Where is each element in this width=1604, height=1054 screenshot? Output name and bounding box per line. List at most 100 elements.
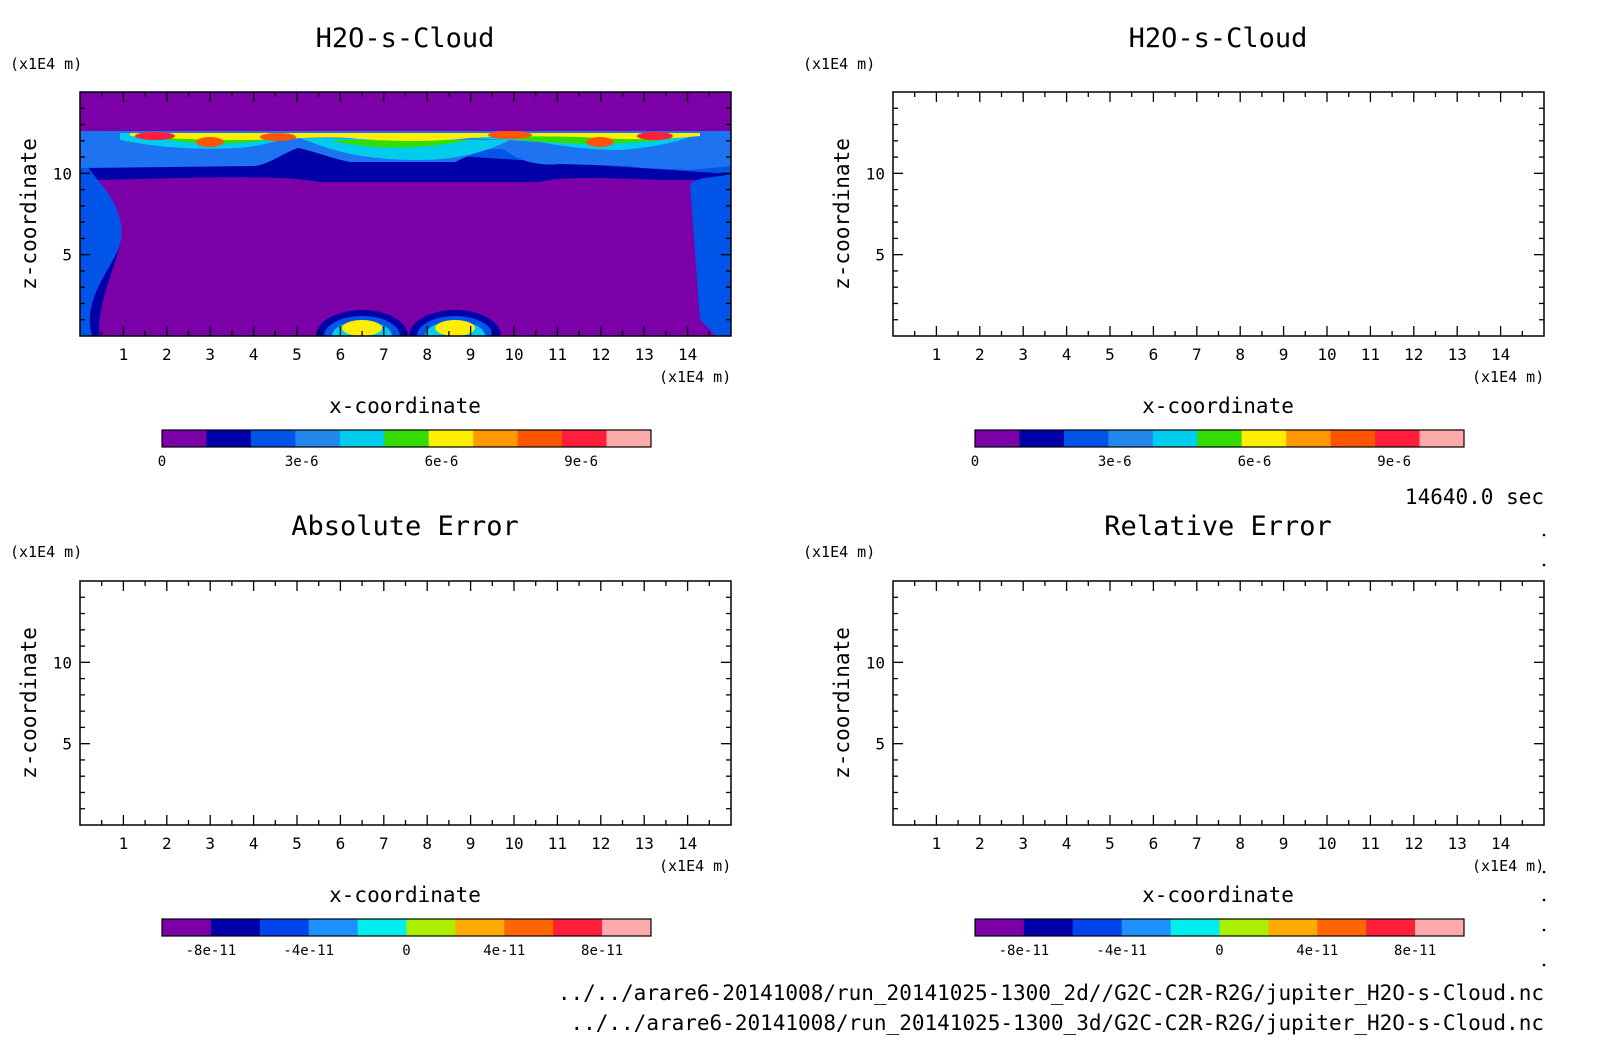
colorbar-swatch	[975, 919, 1025, 936]
x-tick-label: 7	[1192, 834, 1202, 853]
cloud-field	[893, 92, 1544, 362]
cloud-max-spot	[948, 132, 988, 140]
x-tick-label: 2	[162, 345, 172, 364]
y-tick-label: 5	[62, 735, 72, 754]
colorbar-tick-label: 0	[402, 943, 410, 959]
x-unit-label: (x1E4 m)	[1472, 857, 1544, 875]
dot-marker	[1542, 533, 1546, 537]
colorbar-tick-label: 4e-11	[483, 943, 525, 959]
y-tick-label: 10	[866, 653, 885, 672]
x-tick-label: 5	[292, 345, 302, 364]
colorbar-swatch	[1415, 919, 1465, 936]
colorbar-swatch	[473, 430, 519, 447]
x-tick-label: 10	[504, 345, 523, 364]
colorbar-tick-label: 4e-11	[1296, 943, 1338, 959]
colorbar-tick-label: 0	[971, 454, 979, 470]
colorbar-swatch	[295, 430, 341, 447]
x-axis-label: x-coordinate	[329, 883, 481, 907]
colorbar-swatch	[1286, 430, 1332, 447]
colorbar-swatch	[339, 430, 385, 447]
y-axis-label: z-coordinate	[17, 138, 41, 290]
x-tick-label: 6	[336, 345, 346, 364]
colorbar-tick-label: -8e-11	[186, 943, 237, 959]
cloud-band-blue	[893, 131, 1544, 336]
cloud-max-spot	[135, 132, 175, 140]
colorbar-swatch	[1108, 430, 1154, 447]
y-unit-label: (x1E4 m)	[803, 55, 875, 73]
x-tick-label: 4	[1062, 834, 1072, 853]
cloud-max-spot	[1301, 131, 1345, 139]
y-tick-label: 10	[866, 164, 885, 183]
colorbar-frame	[161, 429, 652, 448]
x-tick-label: 10	[504, 834, 523, 853]
plot-frame	[892, 580, 1545, 826]
x-axis-label: x-coordinate	[1142, 394, 1294, 418]
colorbar: -8e-11 -4e-11 0 4e-11 8e-11	[974, 918, 1465, 959]
colorbar-tick-label: -8e-11	[999, 943, 1050, 959]
colorbar-swatch	[517, 430, 563, 447]
cloud-max-spot	[1009, 137, 1037, 147]
colorbar-tick-label: 3e-6	[1098, 454, 1132, 470]
cloud-max-spot	[196, 137, 224, 147]
x-tick-label: 11	[1361, 834, 1380, 853]
colorbar-swatch	[210, 919, 261, 936]
plot-frame	[892, 91, 1545, 337]
colorbar: 0 3e-6 6e-6 9e-6	[158, 429, 652, 470]
colorbar-swatch	[1152, 430, 1198, 447]
x-tick-label: 2	[975, 834, 985, 853]
file-path-2d: ../../arare6-20141008/run_20141025-1300_…	[558, 981, 1544, 1005]
cloud-maxima	[948, 131, 1486, 147]
x-tick-label: 9	[466, 345, 476, 364]
x-tick-label: 5	[1105, 834, 1115, 853]
colorbar-swatch	[562, 430, 608, 447]
colorbar-swatch	[406, 919, 456, 936]
colorbar-swatch	[1419, 430, 1465, 447]
cloud-blob	[1248, 320, 1288, 336]
x-unit-label: (x1E4 m)	[659, 857, 731, 875]
cloud-bottom-blobs	[316, 310, 501, 336]
colorbar-swatch	[455, 919, 505, 936]
y-unit-label: (x1E4 m)	[10, 55, 82, 73]
colorbar-tick-label: 8e-11	[581, 943, 623, 959]
x-tick-label: 13	[1448, 834, 1467, 853]
colorbar-tick-label: 6e-6	[1238, 454, 1272, 470]
x-tick-label: 1	[932, 834, 942, 853]
colorbar-swatch	[1366, 919, 1416, 936]
x-tick-label: 6	[336, 834, 346, 853]
cloud-max-spot	[488, 131, 532, 139]
cloud-max-spot	[1073, 133, 1109, 141]
colorbar-swatch	[1170, 919, 1220, 936]
x-axis-label: x-coordinate	[1142, 883, 1294, 907]
cloud-band-yellow	[943, 133, 1513, 141]
colorbar-tick-label: 6e-6	[425, 454, 459, 470]
x-tick-label: 2	[975, 345, 985, 364]
dot-marker	[1542, 963, 1546, 967]
colorbar: 0 3e-6 6e-6 9e-6	[971, 429, 1465, 470]
colorbar-tick-label: -4e-11	[283, 943, 334, 959]
x-tick-label: 12	[591, 345, 610, 364]
colorbar-swatch	[1317, 919, 1367, 936]
y-tick-label: 5	[875, 246, 885, 265]
x-tick-label: 14	[1491, 834, 1510, 853]
x-tick-label: 13	[635, 345, 654, 364]
colorbar-swatch	[308, 919, 359, 936]
colorbar-tick-label: 0	[158, 454, 166, 470]
colorbar-tick-label: -4e-11	[1096, 943, 1147, 959]
colorbar-swatch	[357, 919, 407, 936]
x-tick-label: 8	[422, 345, 432, 364]
panel-title: H2O-s-Cloud	[1129, 23, 1308, 54]
y-tick-label: 5	[62, 246, 72, 265]
cloud-max-spot	[1399, 137, 1427, 147]
colorbar-swatch	[1241, 430, 1287, 447]
dot-marker	[1542, 563, 1546, 567]
cloud-max-spot	[586, 137, 614, 147]
x-tick-label: 4	[249, 834, 259, 853]
panel-relative-error: Relative Error (x1E4 m) 1 2 3 4 5 6 7 8 9 10 11 12 1…	[803, 511, 1545, 959]
colorbar-swatch	[504, 919, 554, 936]
x-tick-label: 7	[379, 834, 389, 853]
x-unit-label: (x1E4 m)	[659, 368, 731, 386]
panel-cloud-right: H2O-s-Cloud (x1E4 m)	[803, 23, 1545, 470]
x-tick-label: 12	[1404, 834, 1423, 853]
